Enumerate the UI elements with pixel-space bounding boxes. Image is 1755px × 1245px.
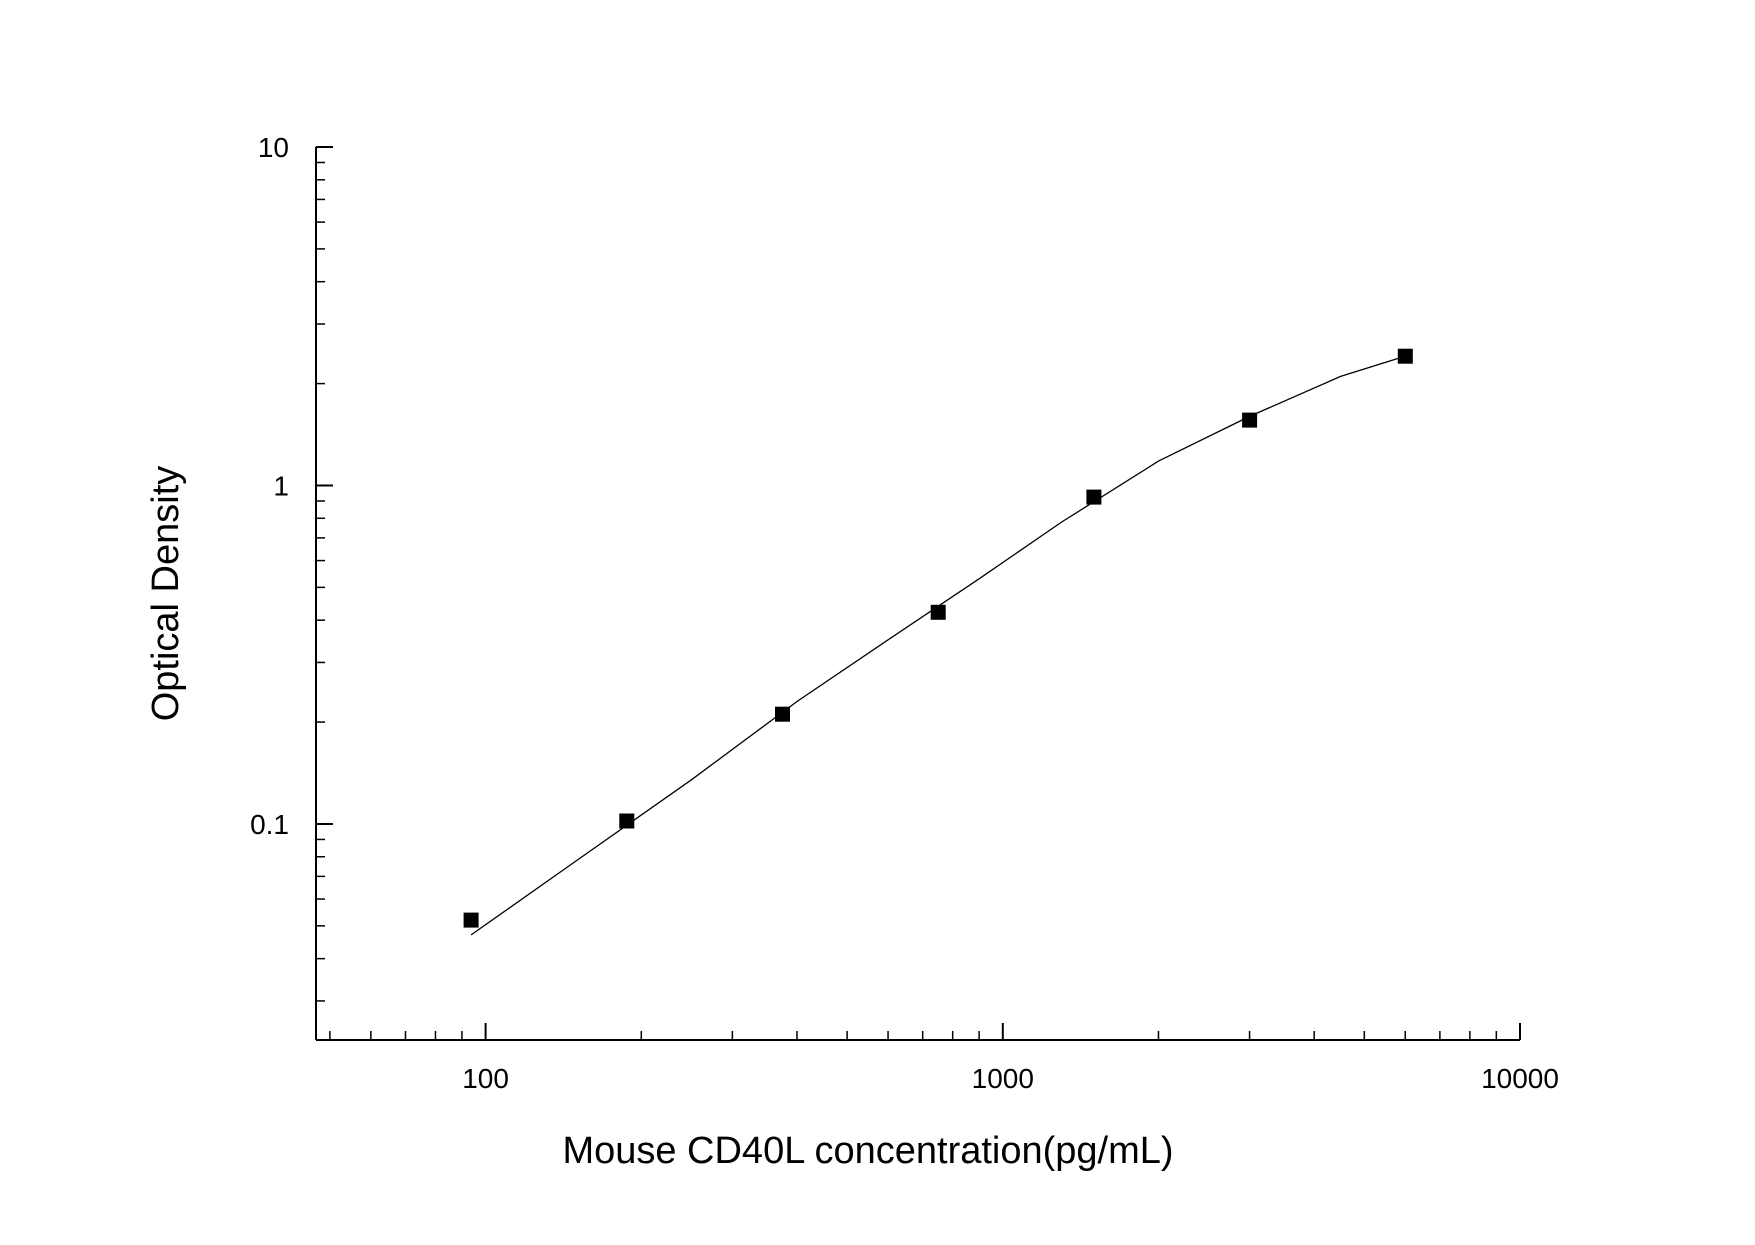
data-point bbox=[463, 912, 479, 928]
data-point bbox=[619, 813, 635, 829]
x-tick-label: 1000 bbox=[972, 1063, 1034, 1094]
y-axis-title: Optical Density bbox=[145, 466, 187, 722]
ticks: 100 1000 10000 0.1 1 10 bbox=[250, 132, 1559, 1094]
x-tick-label: 10000 bbox=[1481, 1063, 1559, 1094]
x-axis-title: Mouse CD40L concentration(pg/mL) bbox=[562, 1130, 1173, 1172]
y-tick-label: 10 bbox=[258, 132, 289, 163]
data-point bbox=[1397, 348, 1413, 364]
fit-curve-layer bbox=[470, 355, 1406, 936]
data-point bbox=[1086, 489, 1102, 505]
x-tick-label: 100 bbox=[462, 1063, 509, 1094]
axes bbox=[315, 147, 1520, 1041]
data-points bbox=[463, 348, 1413, 928]
y-tick-label: 1 bbox=[273, 470, 289, 501]
fit-curve bbox=[470, 355, 1406, 936]
data-point bbox=[775, 706, 790, 722]
data-point bbox=[930, 604, 946, 620]
data-point bbox=[1242, 412, 1258, 428]
y-tick-label: 0.1 bbox=[250, 809, 289, 840]
